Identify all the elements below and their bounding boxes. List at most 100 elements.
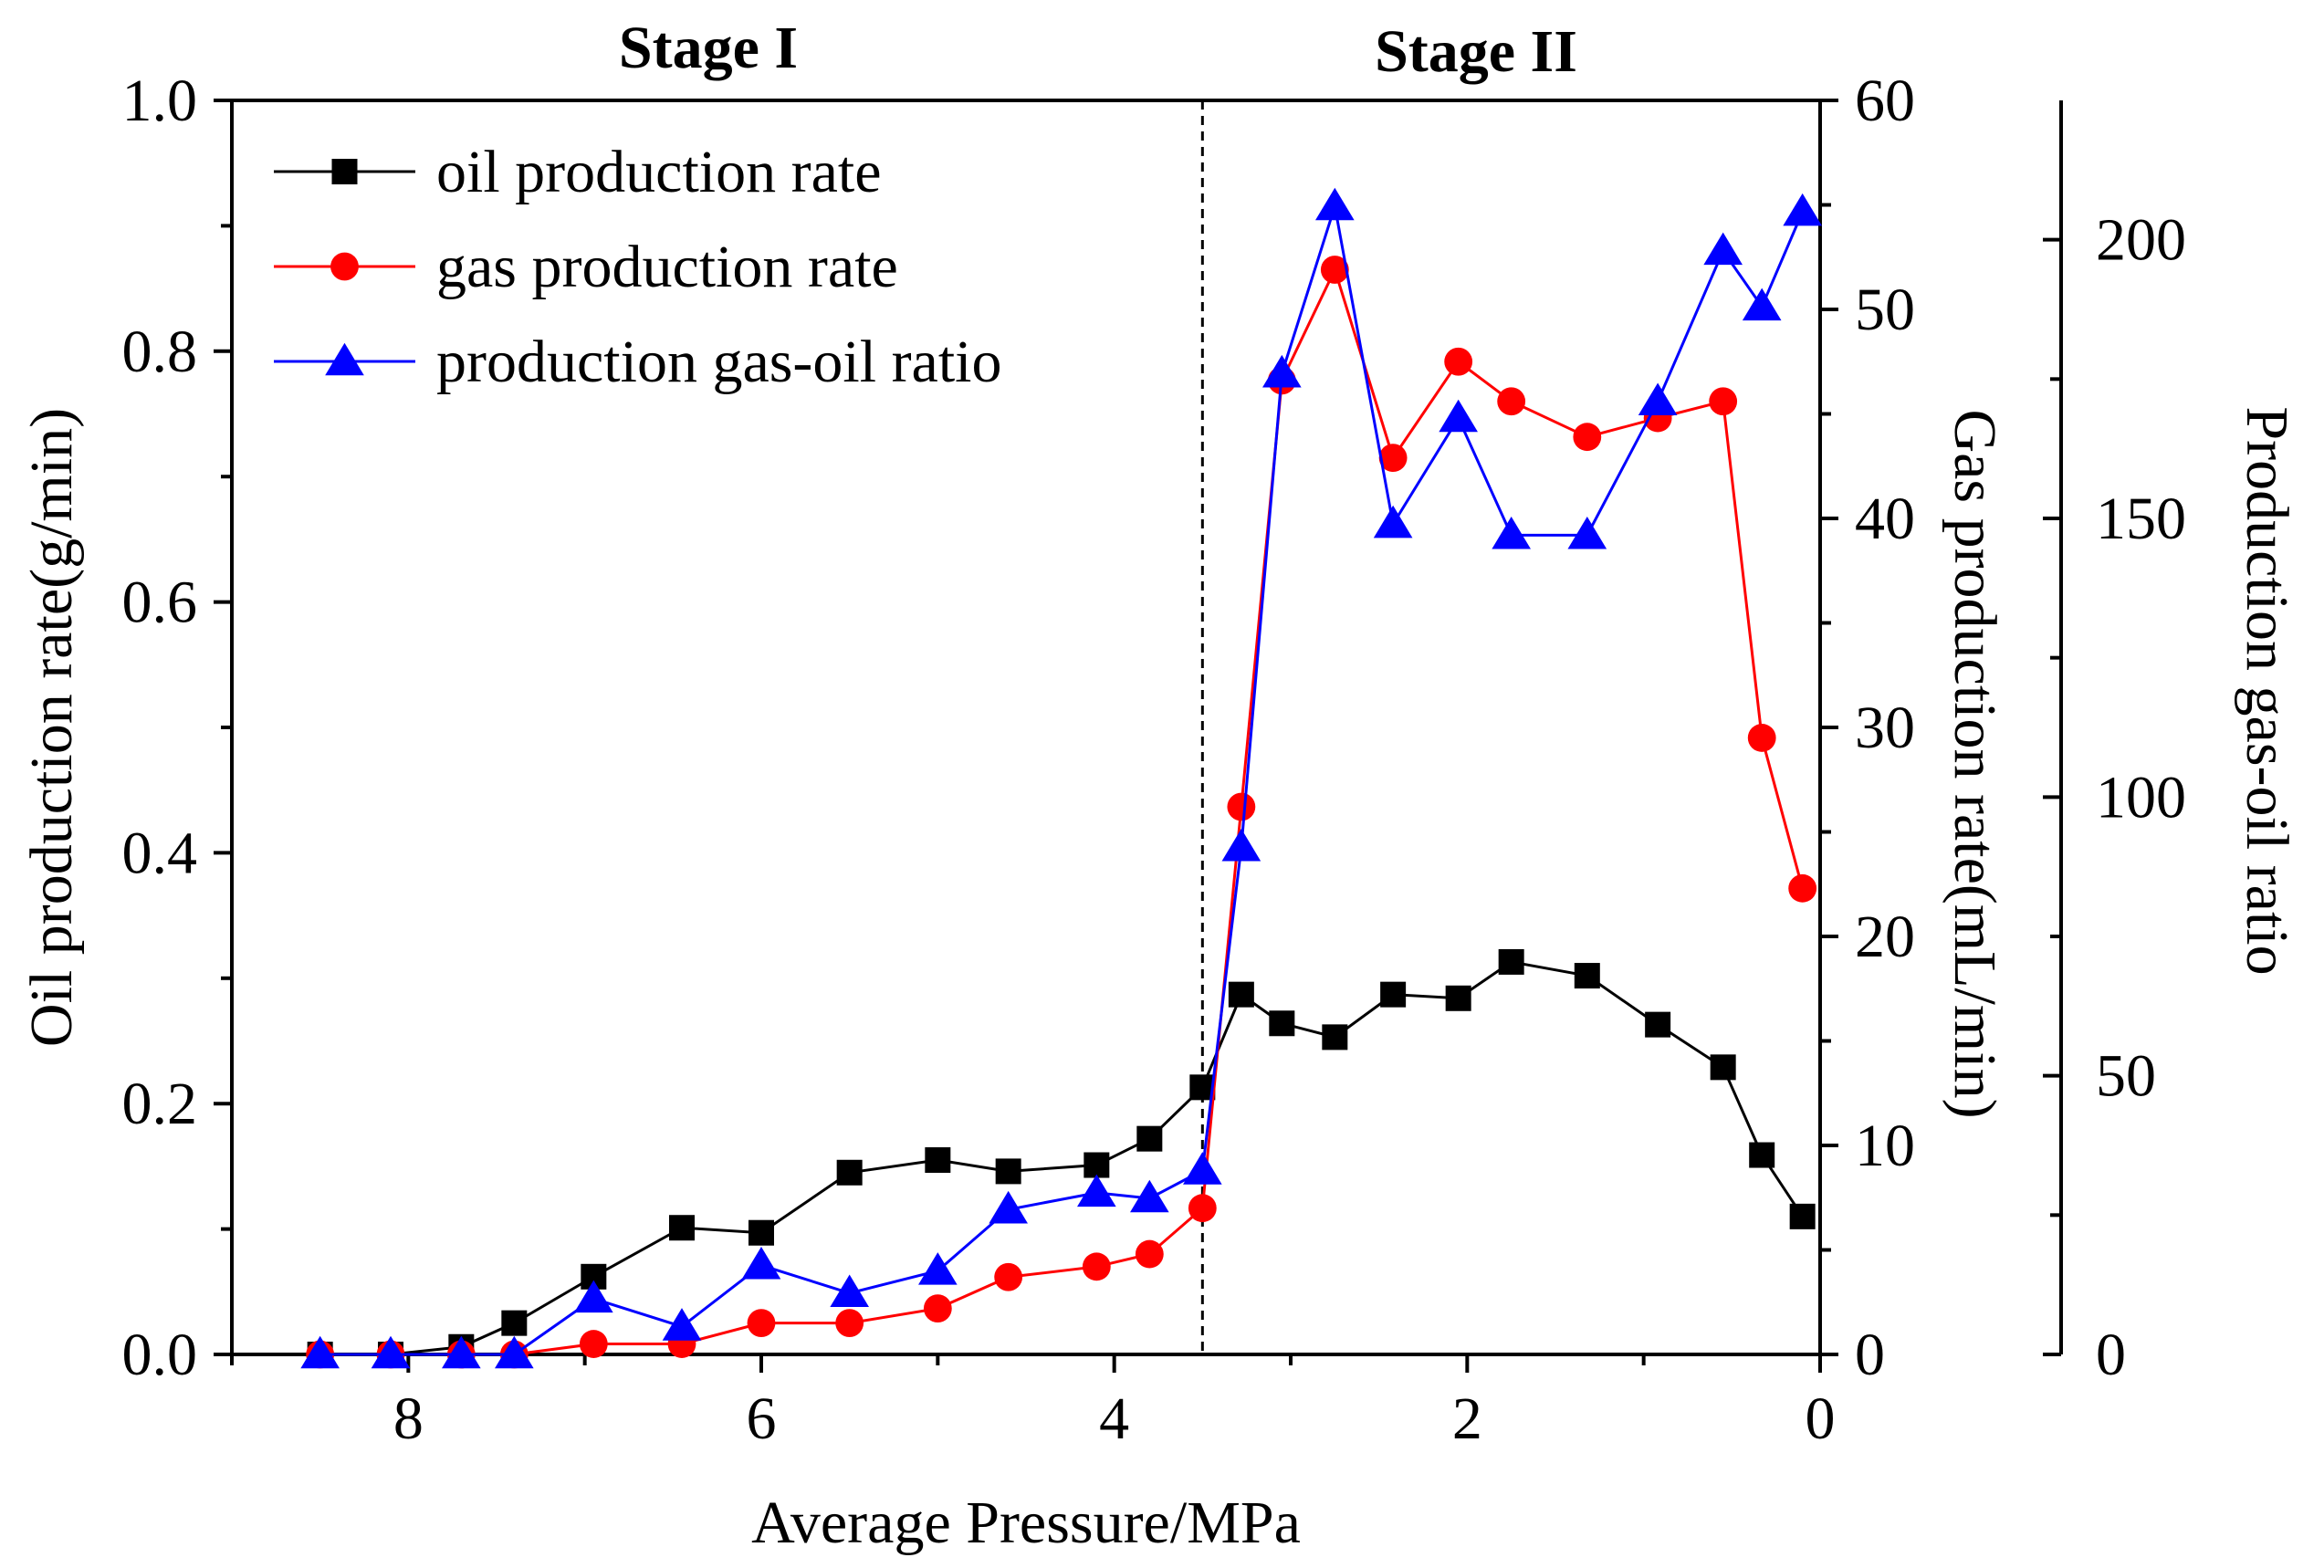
- right-outer-tick-label: 150: [2096, 486, 2186, 552]
- left-tick-label: 0.4: [122, 820, 198, 886]
- right-inner-tick-label: 0: [1855, 1322, 1885, 1388]
- data-point-square: [1269, 1010, 1295, 1037]
- data-point-triangle: [574, 1280, 613, 1313]
- data-point-square: [1228, 981, 1254, 1008]
- data-point-circle: [1747, 724, 1776, 752]
- data-point-triangle: [1262, 354, 1302, 388]
- left-axis-title: Oil production rate(g/min): [18, 408, 85, 1047]
- data-point-triangle: [1130, 1179, 1169, 1213]
- labels-layer: 8 6 4 2 00.00.20.40.60.81.001020304050600501…: [18, 15, 2300, 1556]
- data-point-square: [1445, 985, 1471, 1011]
- right-inner-tick-label: 20: [1855, 904, 1915, 970]
- x-tick-label: 8: [393, 1385, 424, 1452]
- data-point-triangle: [1567, 517, 1607, 549]
- data-point-square: [1136, 1125, 1163, 1152]
- data-point-circle: [1497, 387, 1526, 416]
- stage-2-label: Stage II: [1375, 18, 1577, 85]
- data-point-square: [1380, 981, 1407, 1008]
- data-point-circle: [1444, 347, 1473, 376]
- data-point-triangle: [662, 1308, 702, 1341]
- data-point-triangle: [1077, 1174, 1116, 1207]
- right-outer-tick-label: 0: [2096, 1322, 2126, 1388]
- data-point-triangle: [1183, 1152, 1222, 1185]
- data-point-circle: [1788, 873, 1817, 903]
- data-point-circle: [994, 1262, 1023, 1291]
- data-point-circle: [1227, 792, 1256, 821]
- x-tick-label: 2: [1452, 1385, 1482, 1452]
- data-point-square: [1710, 1054, 1736, 1081]
- left-tick-label: 1.0: [122, 68, 198, 134]
- series-gas-production-rate: [306, 256, 1817, 1369]
- data-point-square: [748, 1219, 774, 1246]
- data-point-circle: [1082, 1252, 1111, 1281]
- left-tick-label: 0.0: [122, 1322, 198, 1388]
- data-point-square: [1574, 963, 1600, 989]
- right-inner-tick-label: 50: [1855, 277, 1915, 343]
- data-point-square: [995, 1158, 1021, 1185]
- right-outer-axis-title: Production gas-oil ratio: [2234, 406, 2300, 975]
- left-tick-label: 0.8: [122, 319, 198, 385]
- data-point-triangle: [989, 1190, 1028, 1224]
- right-outer-tick-label: 100: [2096, 764, 2186, 831]
- data-point-triangle: [1439, 399, 1478, 433]
- data-point-triangle: [371, 1335, 411, 1369]
- data-point-triangle: [1638, 382, 1678, 415]
- legend-item: oil production rate: [274, 139, 882, 205]
- data-point-square: [1749, 1142, 1775, 1168]
- data-point-triangle: [300, 1335, 340, 1369]
- data-point-circle: [747, 1309, 776, 1338]
- data-point-circle: [1709, 387, 1738, 416]
- right-inner-tick-label: 60: [1855, 68, 1915, 134]
- data-point-circle: [1573, 423, 1602, 452]
- data-point-triangle: [1315, 187, 1355, 221]
- data-point-square: [1083, 1152, 1110, 1178]
- right-inner-axis-title: Gas production rate(mL/min): [1942, 409, 2008, 1118]
- tick-marks: [214, 99, 2061, 1373]
- legend: oil production rate gas production rate pr…: [274, 139, 1002, 395]
- data-point-triangle: [325, 342, 364, 376]
- data-point-triangle: [830, 1274, 869, 1308]
- data-point-circle: [579, 1330, 608, 1358]
- series-production-gas-oil-ratio: [300, 187, 1822, 1369]
- legend-label: production gas-oil ratio: [436, 329, 1002, 395]
- data-point-circle: [835, 1309, 864, 1338]
- data-point-triangle: [1783, 193, 1822, 226]
- data-point-triangle: [1221, 828, 1261, 862]
- right-outer-tick-label: 50: [2096, 1043, 2156, 1110]
- data-point-triangle: [495, 1335, 534, 1369]
- data-point-square: [669, 1215, 695, 1241]
- data-point-square: [925, 1147, 951, 1174]
- x-tick-label: 4: [1099, 1385, 1129, 1452]
- data-point-triangle: [741, 1246, 781, 1280]
- data-point-triangle: [1492, 517, 1531, 549]
- right-outer-tick-label: 200: [2096, 207, 2186, 274]
- data-point-square: [1498, 948, 1524, 975]
- data-point-circle: [1378, 444, 1408, 472]
- data-point-triangle: [442, 1335, 481, 1369]
- data-point-square: [501, 1310, 528, 1336]
- legend-item: gas production rate: [274, 234, 898, 300]
- left-tick-label: 0.6: [122, 570, 198, 636]
- x-axis-title: Average Pressure/MPa: [751, 1490, 1301, 1556]
- data-point-triangle: [1703, 232, 1743, 266]
- legend-label: gas production rate: [436, 234, 898, 300]
- data-point-square: [331, 159, 358, 184]
- right-inner-tick-label: 10: [1855, 1113, 1915, 1179]
- legend-item: production gas-oil ratio: [274, 329, 1002, 395]
- data-point-square: [1789, 1203, 1816, 1229]
- data-point-circle: [1135, 1239, 1164, 1269]
- data-point-circle: [923, 1294, 952, 1323]
- data-point-circle: [1188, 1194, 1217, 1223]
- x-tick-label: 6: [747, 1385, 777, 1452]
- data-point-circle: [1320, 256, 1349, 284]
- right-inner-tick-label: 30: [1855, 695, 1915, 761]
- data-point-square: [1322, 1024, 1348, 1051]
- data-point-triangle: [1742, 287, 1782, 321]
- data-point-square: [836, 1159, 863, 1186]
- data-point-square: [1645, 1011, 1671, 1038]
- series-layer: [300, 187, 1822, 1369]
- legend-label: oil production rate: [436, 139, 882, 205]
- x-tick-label: 0: [1806, 1385, 1836, 1452]
